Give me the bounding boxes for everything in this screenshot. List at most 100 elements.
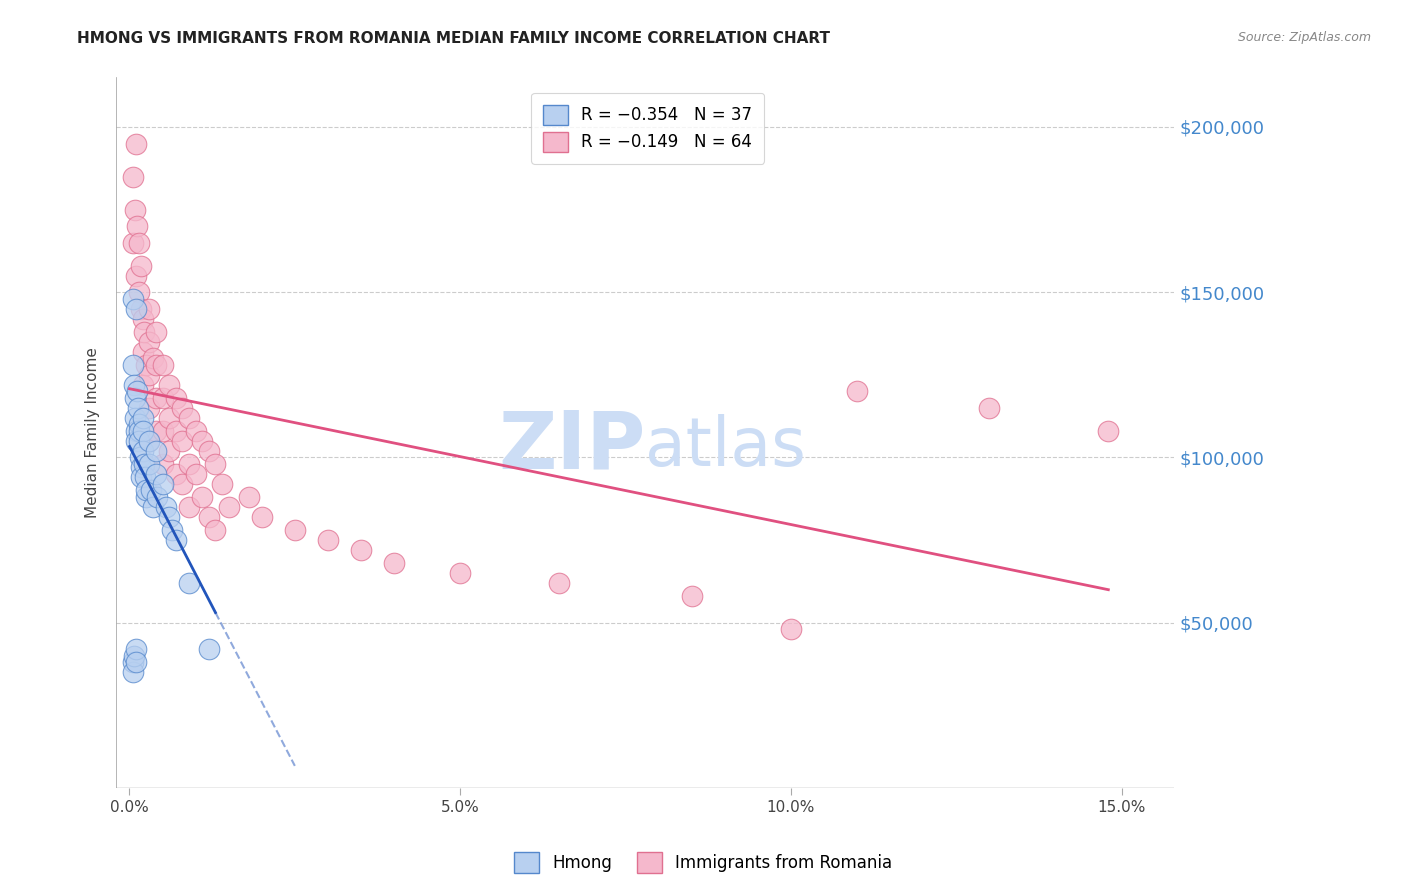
Point — [124, 391, 146, 405]
Point — [145, 467, 167, 481]
Point — [162, 523, 184, 537]
Point — [145, 424, 167, 438]
Point — [238, 490, 260, 504]
Text: ZIP: ZIP — [498, 408, 645, 486]
Point — [125, 642, 148, 657]
Legend: R = −0.354   N = 37, R = −0.149   N = 64: R = −0.354 N = 37, R = −0.149 N = 64 — [531, 93, 763, 163]
Point — [145, 443, 167, 458]
Point — [152, 358, 174, 372]
Point — [142, 351, 165, 366]
Point — [127, 401, 149, 415]
Point — [780, 622, 803, 636]
Point — [124, 202, 146, 217]
Point — [204, 457, 226, 471]
Point — [165, 391, 187, 405]
Text: HMONG VS IMMIGRANTS FROM ROMANIA MEDIAN FAMILY INCOME CORRELATION CHART: HMONG VS IMMIGRANTS FROM ROMANIA MEDIAN … — [77, 31, 831, 46]
Point — [125, 424, 148, 438]
Point — [177, 410, 200, 425]
Point — [172, 401, 194, 415]
Point — [128, 417, 150, 432]
Point — [1097, 424, 1119, 438]
Point — [191, 490, 214, 504]
Point — [122, 377, 145, 392]
Point — [131, 259, 153, 273]
Point — [122, 235, 145, 250]
Point — [165, 424, 187, 438]
Point — [129, 460, 152, 475]
Point — [122, 665, 145, 679]
Point — [146, 490, 169, 504]
Point — [132, 311, 155, 326]
Point — [155, 500, 177, 514]
Point — [132, 457, 155, 471]
Point — [198, 443, 221, 458]
Point — [157, 410, 180, 425]
Point — [157, 509, 180, 524]
Point — [350, 542, 373, 557]
Point — [138, 434, 160, 448]
Point — [316, 533, 339, 547]
Text: Source: ZipAtlas.com: Source: ZipAtlas.com — [1237, 31, 1371, 45]
Point — [152, 457, 174, 471]
Point — [128, 285, 150, 300]
Point — [125, 434, 148, 448]
Point — [449, 566, 471, 580]
Point — [125, 268, 148, 283]
Point — [121, 292, 143, 306]
Point — [198, 642, 221, 657]
Point — [198, 509, 221, 524]
Point — [131, 470, 153, 484]
Point — [138, 457, 160, 471]
Point — [128, 424, 150, 438]
Point — [132, 344, 155, 359]
Point — [129, 450, 152, 465]
Point — [139, 483, 162, 498]
Point — [177, 500, 200, 514]
Point — [124, 410, 146, 425]
Point — [145, 391, 167, 405]
Point — [135, 358, 157, 372]
Point — [138, 401, 160, 415]
Point — [132, 424, 155, 438]
Point — [121, 655, 143, 669]
Point — [152, 424, 174, 438]
Point — [979, 401, 1001, 415]
Point — [177, 457, 200, 471]
Point — [138, 334, 160, 349]
Point — [128, 434, 150, 448]
Point — [211, 476, 233, 491]
Point — [548, 575, 571, 590]
Point — [121, 358, 143, 372]
Legend: Hmong, Immigrants from Romania: Hmong, Immigrants from Romania — [508, 846, 898, 880]
Point — [129, 301, 152, 316]
Point — [135, 490, 157, 504]
Point — [152, 391, 174, 405]
Point — [121, 169, 143, 184]
Point — [681, 589, 703, 603]
Point — [184, 467, 207, 481]
Point — [177, 575, 200, 590]
Point — [165, 467, 187, 481]
Point — [157, 443, 180, 458]
Point — [138, 301, 160, 316]
Point — [184, 424, 207, 438]
Point — [128, 235, 150, 250]
Point — [132, 325, 155, 339]
Text: atlas: atlas — [645, 414, 806, 480]
Point — [127, 219, 149, 233]
Point — [846, 384, 869, 399]
Point — [132, 410, 155, 425]
Point — [122, 648, 145, 663]
Point — [132, 443, 155, 458]
Point — [204, 523, 226, 537]
Point — [145, 358, 167, 372]
Point — [142, 500, 165, 514]
Point — [125, 655, 148, 669]
Point — [132, 377, 155, 392]
Y-axis label: Median Family Income: Median Family Income — [86, 347, 100, 518]
Point — [125, 301, 148, 316]
Point — [138, 368, 160, 382]
Point — [157, 377, 180, 392]
Point — [134, 470, 156, 484]
Point — [127, 384, 149, 399]
